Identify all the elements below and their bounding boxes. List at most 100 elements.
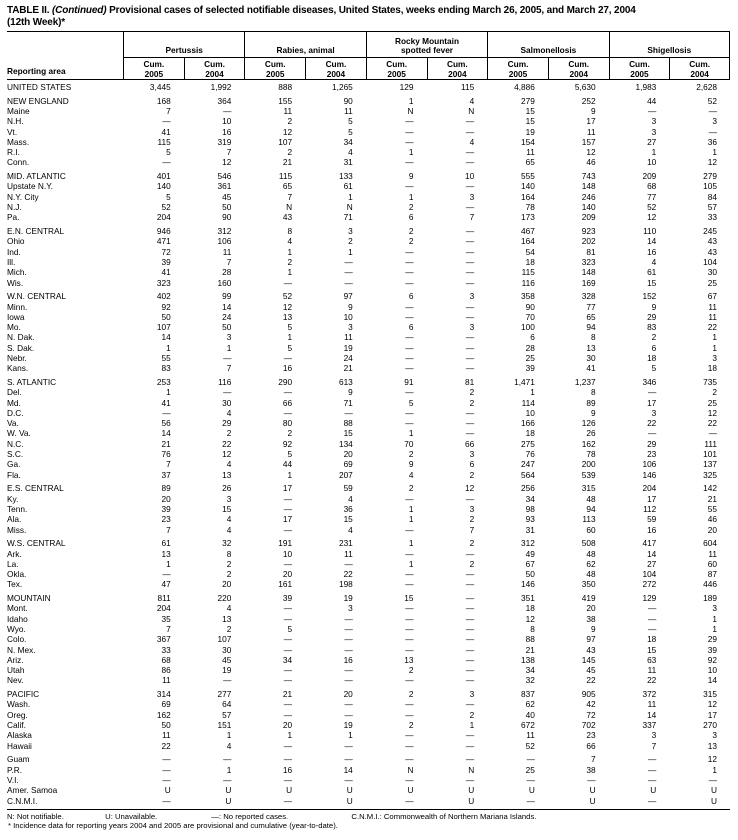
table-row: Nev. 11 — — — — — 32 22 22 14 [7, 675, 730, 685]
row-label: Iowa [7, 311, 25, 322]
cell: — [344, 675, 353, 686]
cell: — [283, 699, 293, 710]
cell: 3 [469, 322, 475, 333]
cell: 47 [161, 579, 171, 590]
cell: 27 [647, 558, 657, 569]
cell: — [344, 558, 353, 569]
cell: U [346, 785, 353, 796]
cell: 325 [703, 469, 717, 480]
cell: 34 [525, 665, 535, 676]
cell: — [405, 740, 414, 751]
cell: 1 [712, 623, 717, 634]
cell: 14 [647, 548, 657, 559]
cum-label: Cum. [204, 59, 225, 69]
cell: — [162, 569, 171, 580]
cell: 26 [586, 428, 596, 439]
cell: — [344, 634, 353, 645]
cell: 1 [651, 147, 657, 158]
cell: 37 [161, 469, 171, 480]
cell: 57 [707, 202, 717, 213]
cell: 5 [408, 397, 414, 408]
cell: 9 [408, 171, 414, 182]
cell: 419 [581, 593, 596, 604]
cell: N [407, 764, 414, 775]
cell: 2 [469, 709, 475, 720]
row-label: La. [7, 558, 19, 569]
cell: 61 [647, 267, 657, 278]
col-subheader-cum-2005: Cum. 2005 [244, 58, 305, 79]
col-group-rocky-mountain-spotted-fever: Rocky Mountain spotted fever [365, 32, 488, 58]
cell: 30 [222, 397, 232, 408]
cell: — [162, 795, 171, 806]
cell: 6 [469, 459, 475, 470]
cell: 204 [156, 603, 171, 614]
cell: 743 [581, 171, 596, 182]
cell: — [344, 256, 353, 267]
row-label: Ind. [7, 246, 21, 257]
cum-label: Cum. [568, 59, 590, 69]
cell: 65 [525, 157, 535, 168]
cell: 129 [642, 593, 657, 604]
cell: 200 [581, 459, 596, 470]
table-title-prefix: TABLE II. [7, 5, 52, 16]
cell: 12 [464, 483, 475, 494]
table-title: TABLE II. (Continued) Provisional cases … [7, 5, 730, 28]
table-title-week: (12th Week)* [7, 16, 66, 28]
table-row: Conn. — 12 21 31 — — 65 46 10 12 [7, 157, 730, 167]
cell: 323 [156, 277, 171, 288]
cell: 145 [581, 654, 596, 665]
cell: 57 [222, 709, 232, 720]
cell: — [465, 181, 475, 192]
cell: — [465, 493, 475, 504]
cell: 9 [408, 459, 414, 470]
cell: 52 [707, 95, 717, 106]
cell: 5 [166, 191, 171, 202]
cum-label: Cum. [325, 59, 347, 69]
cell: — [405, 493, 414, 504]
cell: 8 [590, 387, 596, 398]
year-label: 2004 [448, 68, 467, 79]
cell: 2,628 [696, 82, 717, 92]
cell: 735 [703, 376, 717, 387]
cell: 20 [282, 569, 293, 580]
row-label: Mo. [7, 322, 21, 333]
cell: — [648, 764, 657, 775]
cell: 1 [408, 514, 414, 525]
cell: 17 [282, 514, 293, 525]
cell: — [465, 613, 475, 624]
col-group-label: Rocky Mountain spotted fever [394, 36, 460, 55]
cell: 11 [526, 730, 535, 741]
row-label: Ky. [7, 493, 19, 504]
cell: — [344, 623, 353, 634]
cell: — [283, 795, 293, 806]
cell: — [587, 774, 596, 785]
cell: 23 [586, 730, 596, 741]
cell: 1 [408, 428, 414, 439]
cell: 16 [222, 126, 232, 137]
cell: 9 [348, 301, 353, 312]
cell: 60 [586, 524, 596, 535]
cell: 22 [647, 675, 657, 686]
cell: 67 [525, 558, 535, 569]
cell: 19 [343, 342, 353, 353]
col-group-pertussis: Pertussis [123, 32, 245, 58]
cell: 41 [161, 267, 171, 278]
cell: N [468, 105, 475, 116]
cell: 77 [586, 301, 596, 312]
cell: 3 [651, 126, 657, 137]
row-label: W.N. CENTRAL [7, 291, 67, 302]
cell: 10 [282, 548, 293, 559]
cell: 30 [707, 267, 717, 278]
cell: 2 [408, 689, 414, 700]
cell: — [283, 558, 293, 569]
cell: — [405, 754, 414, 765]
cell: 164 [521, 191, 535, 202]
cell: 29 [222, 418, 232, 429]
col-group-label: Rabies, animal [276, 45, 335, 55]
cell: 36 [707, 136, 717, 147]
cell: — [344, 407, 353, 418]
row-label: C.N.M.I. [7, 795, 38, 806]
cell: 12 [707, 157, 717, 168]
cell: 115 [157, 136, 171, 147]
cell: 126 [581, 418, 596, 429]
